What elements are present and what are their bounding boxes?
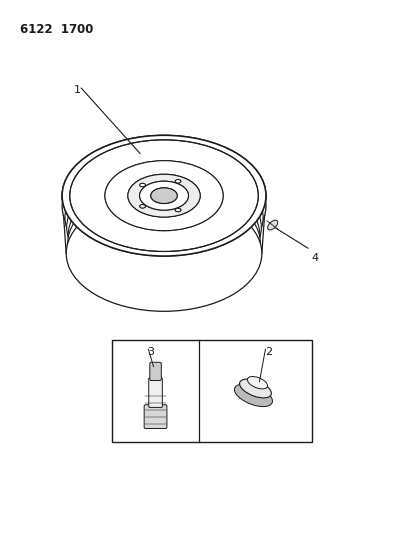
Ellipse shape <box>140 181 188 210</box>
Ellipse shape <box>235 384 273 407</box>
Ellipse shape <box>140 183 145 187</box>
Ellipse shape <box>128 174 200 217</box>
FancyBboxPatch shape <box>150 362 161 381</box>
Ellipse shape <box>68 179 260 291</box>
Ellipse shape <box>140 183 145 187</box>
Ellipse shape <box>62 146 266 266</box>
Ellipse shape <box>175 208 181 212</box>
Ellipse shape <box>62 135 266 256</box>
Text: 2: 2 <box>266 347 273 357</box>
Ellipse shape <box>128 174 200 217</box>
Text: 1: 1 <box>74 85 81 95</box>
Ellipse shape <box>67 170 262 285</box>
Ellipse shape <box>151 188 177 204</box>
Text: 3: 3 <box>148 347 155 357</box>
Text: 4: 4 <box>312 253 319 263</box>
Ellipse shape <box>239 379 271 398</box>
Ellipse shape <box>140 205 145 208</box>
Ellipse shape <box>68 186 260 300</box>
FancyBboxPatch shape <box>149 378 162 407</box>
FancyBboxPatch shape <box>144 405 167 429</box>
Ellipse shape <box>105 160 223 231</box>
Ellipse shape <box>62 135 266 256</box>
Ellipse shape <box>65 159 263 276</box>
Ellipse shape <box>140 181 188 210</box>
Ellipse shape <box>175 180 181 183</box>
Ellipse shape <box>247 376 268 389</box>
Ellipse shape <box>105 160 223 231</box>
Ellipse shape <box>151 188 177 204</box>
Ellipse shape <box>175 180 181 183</box>
Ellipse shape <box>175 208 181 212</box>
Ellipse shape <box>140 205 145 208</box>
Ellipse shape <box>268 220 278 230</box>
Bar <box>112 340 312 442</box>
Text: 6122  1700: 6122 1700 <box>20 22 93 36</box>
Ellipse shape <box>66 196 262 311</box>
